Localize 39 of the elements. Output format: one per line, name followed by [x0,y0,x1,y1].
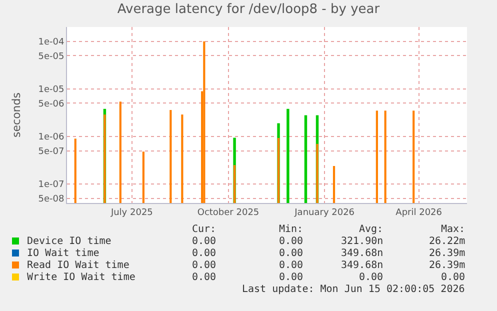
text: Avg: [359,224,384,235]
y-tick-label: 1e-06 [38,132,64,143]
y-tick-label: 1e-04 [38,37,64,48]
x-tick-label: April 2026 [396,208,442,218]
text: 321.90n [341,236,384,247]
legend-label: Write IO Wait time [27,272,136,283]
chart-title: Average latency for /dev/loop8 - by year [117,2,380,18]
text: Last update: Mon Jun 15 02:00:05 2026 [242,284,465,295]
x-tick-label: July 2025 [110,208,153,218]
text: 0.00 [279,236,304,247]
text: 0.00 [192,236,216,247]
text: 0.00 [192,248,216,259]
text: 26.22m [429,236,466,247]
text: 0.00 [359,272,384,283]
y-axis-title: seconds [10,92,23,138]
text: 0.00 [192,272,216,283]
x-tick-label: January 2026 [294,208,355,218]
text: 0.00 [441,272,466,283]
text: 26.39m [429,260,466,271]
x-tick-label: October 2025 [197,208,260,218]
legend-label: IO Wait time [27,248,100,259]
y-tick-label: 5e-05 [38,52,64,62]
text: 349.68n [341,260,384,271]
text: 0.00 [279,248,304,259]
legend-label: Read IO Wait time [27,260,130,271]
y-tick-label: 5e-08 [38,194,64,205]
y-tick-label: 1e-07 [38,180,64,190]
legend-label: Device IO time [27,236,112,247]
text: 0.00 [279,272,304,283]
text: Min: [279,224,304,235]
y-tick-label: 5e-06 [38,99,64,110]
text: 0.00 [279,260,304,271]
text: 0.00 [192,260,216,271]
text: Cur: [192,224,216,235]
text: 26.39m [429,248,466,259]
y-tick-label: 5e-07 [38,146,64,157]
y-tick-label: 1e-05 [38,85,64,96]
text: 349.68n [341,248,384,259]
text: Max: [441,224,466,235]
